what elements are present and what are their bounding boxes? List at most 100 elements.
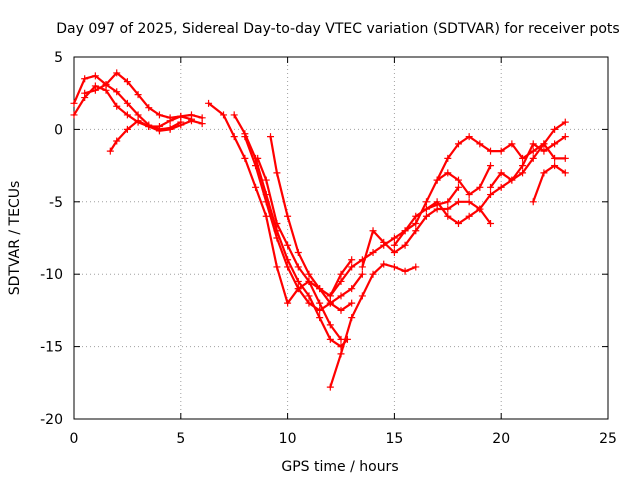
data-point	[106, 147, 114, 155]
data-point	[508, 176, 516, 184]
data-point	[252, 183, 260, 191]
data-point	[113, 69, 121, 77]
data-point	[497, 169, 505, 177]
data-point	[294, 263, 302, 271]
data-point	[70, 99, 78, 107]
data-point	[487, 183, 495, 191]
series-line	[109, 119, 204, 153]
data-point	[390, 241, 398, 249]
data-point	[358, 292, 366, 300]
data-point	[294, 248, 302, 256]
data-point	[358, 263, 366, 271]
data-point	[401, 241, 409, 249]
data-point	[262, 212, 270, 220]
data-point	[487, 147, 495, 155]
series-17	[529, 162, 569, 206]
data-point	[145, 123, 153, 131]
data-point	[412, 263, 420, 271]
data-point	[444, 205, 452, 213]
data-point	[113, 88, 121, 96]
data-point	[326, 321, 334, 329]
axis-ticks: 0 5 10 15 20 25 5 0 -5 -10 -15 -20	[40, 50, 617, 447]
plot-frame	[73, 56, 609, 420]
data-point	[390, 248, 398, 256]
y-tick-label: -15	[40, 340, 63, 356]
data-point	[305, 292, 313, 300]
data-point	[369, 270, 377, 278]
data-point	[348, 299, 356, 307]
data-point	[380, 260, 388, 268]
data-point	[70, 111, 78, 119]
y-tick-label: -20	[40, 412, 63, 428]
data-point	[358, 256, 366, 264]
data-point	[262, 176, 270, 184]
series-line	[256, 157, 343, 341]
data-point	[433, 198, 441, 206]
series-line	[233, 113, 349, 348]
data-point	[561, 118, 569, 126]
chart-title: Day 097 of 2025, Sidereal Day-to-day VTE…	[56, 21, 619, 37]
y-tick-label: 5	[54, 50, 63, 66]
series-16	[487, 133, 569, 191]
data-point	[316, 299, 324, 307]
data-point	[177, 112, 185, 120]
data-series	[70, 69, 569, 391]
data-point	[561, 154, 569, 162]
data-point	[273, 234, 281, 242]
data-point	[284, 241, 292, 249]
data-point	[444, 198, 452, 206]
data-point	[284, 263, 292, 271]
data-point	[284, 299, 292, 307]
data-point	[476, 140, 484, 148]
series-line	[489, 135, 567, 189]
series-line	[243, 135, 364, 312]
data-point	[166, 125, 174, 133]
y-tick-label: 0	[54, 122, 63, 138]
data-point	[444, 169, 452, 177]
data-point	[561, 133, 569, 141]
x-tick-label: 20	[492, 431, 510, 447]
data-point	[230, 133, 238, 141]
data-point	[465, 191, 473, 199]
data-point	[326, 299, 334, 307]
data-point	[254, 154, 262, 162]
data-point	[369, 227, 377, 235]
data-point	[487, 162, 495, 170]
data-point	[551, 154, 559, 162]
x-tick-label: 25	[599, 431, 617, 447]
data-point	[81, 89, 89, 97]
data-point	[241, 133, 249, 141]
series-4	[106, 117, 206, 155]
data-point	[123, 78, 131, 86]
data-point	[305, 299, 313, 307]
data-point	[134, 117, 142, 125]
data-point	[465, 133, 473, 141]
data-point	[337, 292, 345, 300]
data-point	[273, 263, 281, 271]
data-point	[422, 205, 430, 213]
data-point	[273, 220, 281, 228]
data-point	[337, 306, 345, 314]
data-point	[551, 162, 559, 170]
data-point	[401, 227, 409, 235]
data-point	[348, 256, 356, 264]
series-line	[83, 71, 204, 119]
data-point	[454, 183, 462, 191]
data-point	[390, 234, 398, 242]
data-point	[305, 277, 313, 285]
data-point	[529, 198, 537, 206]
data-point	[497, 147, 505, 155]
y-axis-label: SDTVAR / TECUs	[7, 181, 23, 296]
data-point	[337, 270, 345, 278]
data-point	[155, 111, 163, 119]
data-point	[284, 212, 292, 220]
data-point	[294, 285, 302, 293]
data-point	[262, 198, 270, 206]
data-point	[519, 162, 527, 170]
data-point	[102, 81, 110, 89]
series-10	[326, 260, 420, 391]
data-point	[358, 270, 366, 278]
data-point	[487, 191, 495, 199]
data-point	[316, 285, 324, 293]
data-point	[529, 154, 537, 162]
